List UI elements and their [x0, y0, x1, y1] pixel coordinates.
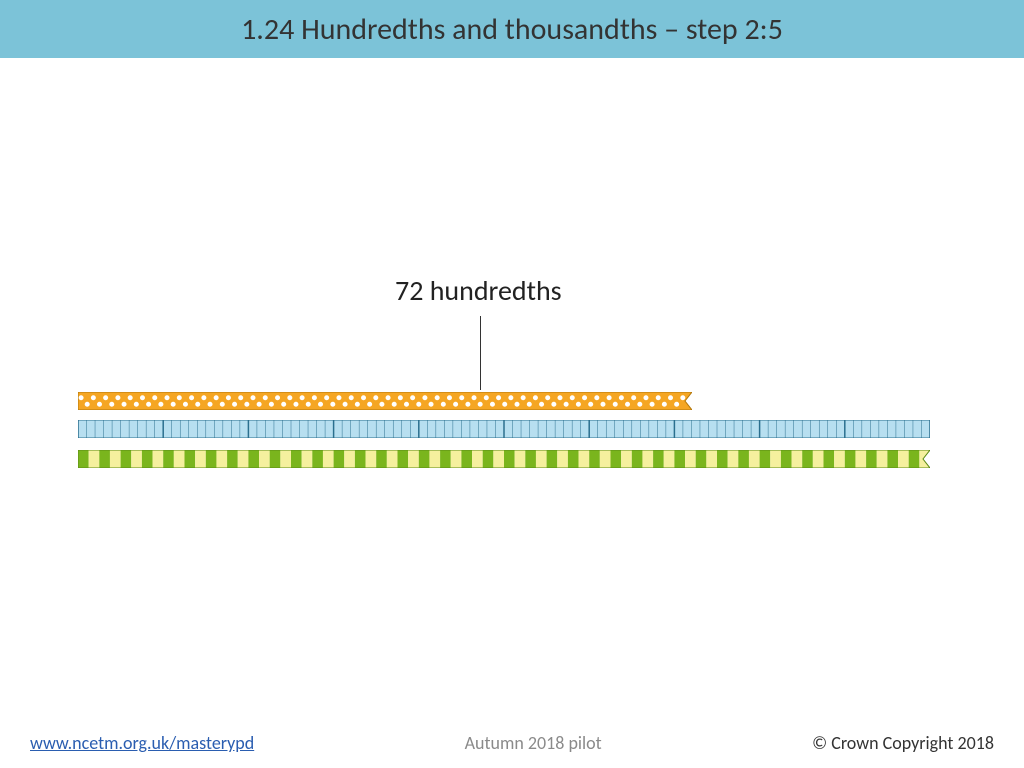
pointer-line [480, 316, 481, 390]
value-label: 72 hundredths [395, 273, 562, 308]
ribbon-green-stripes [78, 450, 930, 468]
slide-header: 1.24 Hundredths and thousandths – step 2… [0, 0, 1024, 58]
footer-copyright: © Crown Copyright 2018 [812, 732, 994, 754]
ribbon-blue-ticks [78, 420, 930, 438]
footer-link[interactable]: www.ncetm.org.uk/masterypd [30, 732, 254, 754]
footer-pilot-text: Autumn 2018 pilot [465, 732, 602, 754]
ribbon-orange-dots [78, 392, 692, 410]
slide-title: 1.24 Hundredths and thousandths – step 2… [241, 11, 783, 48]
slide-footer: www.ncetm.org.uk/masterypd Autumn 2018 p… [0, 732, 1024, 754]
